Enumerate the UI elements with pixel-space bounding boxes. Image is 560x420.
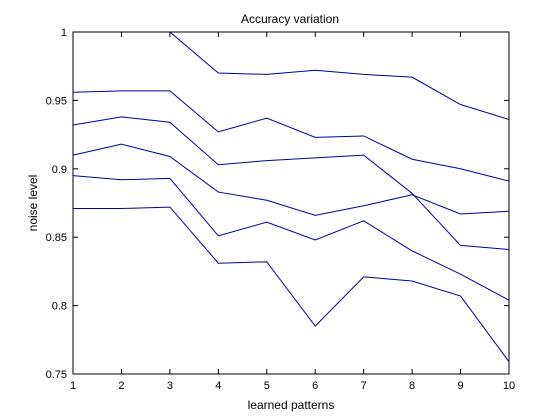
y-tick-label: 0.8 — [52, 301, 67, 313]
x-axis-label: learned patterns — [248, 398, 335, 412]
y-tick-label: 1 — [61, 27, 67, 39]
x-tick-label: 1 — [70, 380, 76, 392]
x-tick-label: 8 — [409, 380, 415, 392]
x-tick-label: 4 — [215, 380, 221, 392]
chart-title: Accuracy variation — [241, 12, 339, 26]
y-tick-label: 0.9 — [52, 164, 67, 176]
series-line-5 — [73, 176, 509, 300]
x-tick-label: 10 — [503, 380, 515, 392]
y-tick-label: 0.85 — [46, 232, 67, 244]
series-group — [73, 32, 509, 362]
y-tick-label: 0.95 — [46, 95, 67, 107]
x-axis: 1 2 3 4 5 6 7 8 9 10 — [70, 32, 515, 392]
series-line-1 — [170, 32, 509, 120]
x-tick-label: 6 — [312, 380, 318, 392]
x-tick-label: 7 — [361, 380, 367, 392]
x-tick-label: 9 — [457, 380, 463, 392]
series-line-3 — [73, 117, 509, 250]
x-tick-label: 2 — [118, 380, 124, 392]
y-tick-label: 0.75 — [46, 369, 67, 381]
x-tick-label: 3 — [167, 380, 173, 392]
y-axis-label: noise level — [26, 175, 40, 232]
plot-area-frame — [73, 32, 509, 374]
x-tick-label: 5 — [264, 380, 270, 392]
series-line-2 — [73, 91, 509, 181]
series-line-6 — [73, 207, 509, 362]
